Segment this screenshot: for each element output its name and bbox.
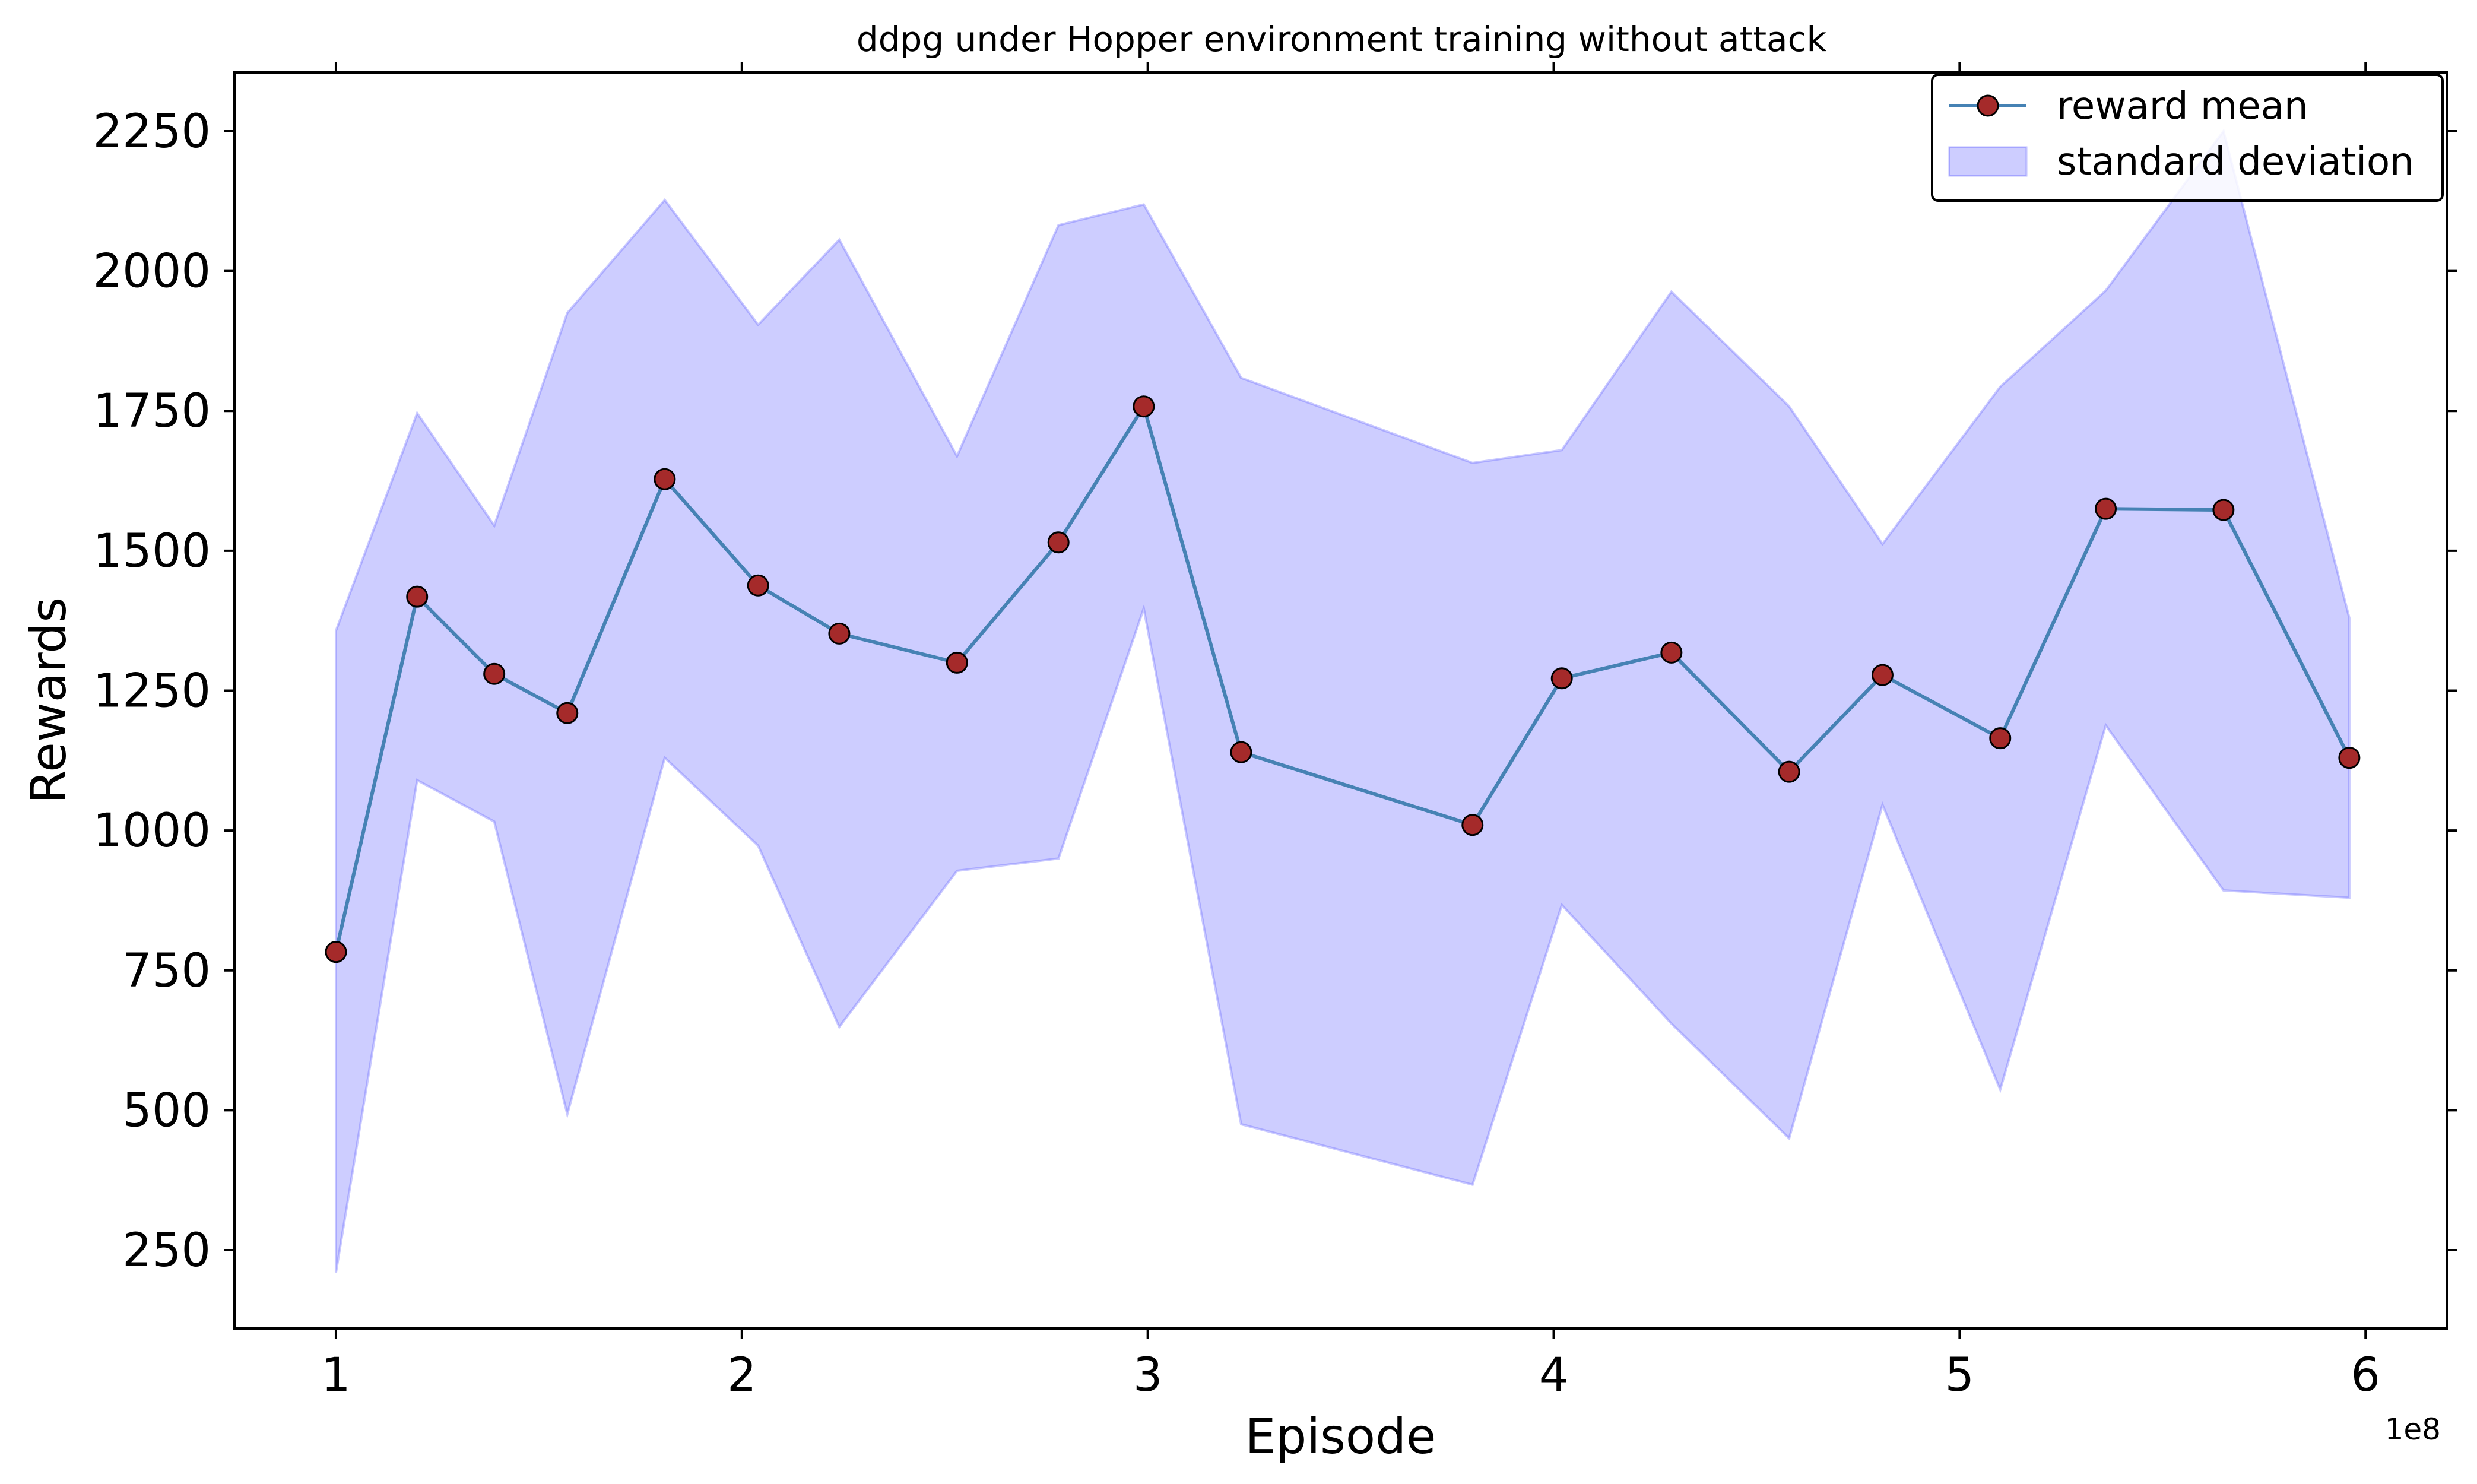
reward-mean-point [1989,727,2012,750]
x-tick-label: 5 [1945,1349,1975,1402]
reward-mean-point [946,651,968,674]
reward-mean-point [1660,641,1683,664]
y-tick-label: 2000 [93,245,211,299]
x-axis-label: Episode [1245,1409,1436,1465]
reward-mean-point [1550,667,1573,690]
reward-mean-point [1133,395,1155,418]
y-tick-label: 1000 [93,804,211,858]
x-tick-label: 1 [321,1349,351,1402]
x-tick-label: 2 [727,1349,757,1402]
legend-frame [1931,74,2444,202]
x-tick-label: 3 [1133,1349,1163,1402]
reward-mean-point [1461,814,1484,836]
legend-entry-reward-mean: reward mean [2057,84,2308,128]
x-tick-label: 6 [2351,1349,2380,1402]
plot-area [325,128,2361,1273]
reward-mean-point [325,941,347,963]
reward-mean-point [406,585,429,608]
axis-ticks: 1 2 3 4 5 6 250 500 750 1000 1250 1500 1750 2000 2250 [93,62,2457,1402]
legend-band-swatch [1948,146,2028,177]
legend-entry-standard-deviation: standard deviation [2057,140,2414,184]
reward-mean-point [828,622,851,645]
y-tick-label: 1250 [93,665,211,718]
reward-mean-point [1778,760,1800,783]
chart-title: ddpg under Hopper environment training w… [857,19,1827,59]
x-tick-label: 4 [1539,1349,1569,1402]
reward-mean-point [747,574,769,597]
reward-mean-point [1230,741,1252,763]
reward-mean-point [654,468,676,490]
reward-mean-point [483,662,506,685]
plot-frame [233,71,2448,1330]
y-tick-label: 250 [122,1224,211,1277]
y-tick-label: 500 [122,1084,211,1137]
y-tick-label: 1500 [93,525,211,578]
legend: reward mean standard deviation [1931,74,2444,202]
legend-marker-swatch [1977,94,1999,117]
std-band [334,128,2351,1273]
reward-mean-point [556,702,579,724]
reward-mean-point [1871,664,1894,686]
reward-mean-line [334,404,2351,953]
x-axis-offset-label: 1e8 [2385,1412,2441,1447]
reward-mean-point [1047,531,1070,554]
y-tick-label: 750 [122,944,211,998]
reward-mean-point [2338,747,2361,769]
y-tick-label: 2250 [93,105,211,158]
y-tick-label: 1750 [93,385,211,438]
reward-mean-point [2212,499,2235,521]
y-axis-label: Rewards [21,597,77,804]
reward-mean-point [2095,497,2117,520]
